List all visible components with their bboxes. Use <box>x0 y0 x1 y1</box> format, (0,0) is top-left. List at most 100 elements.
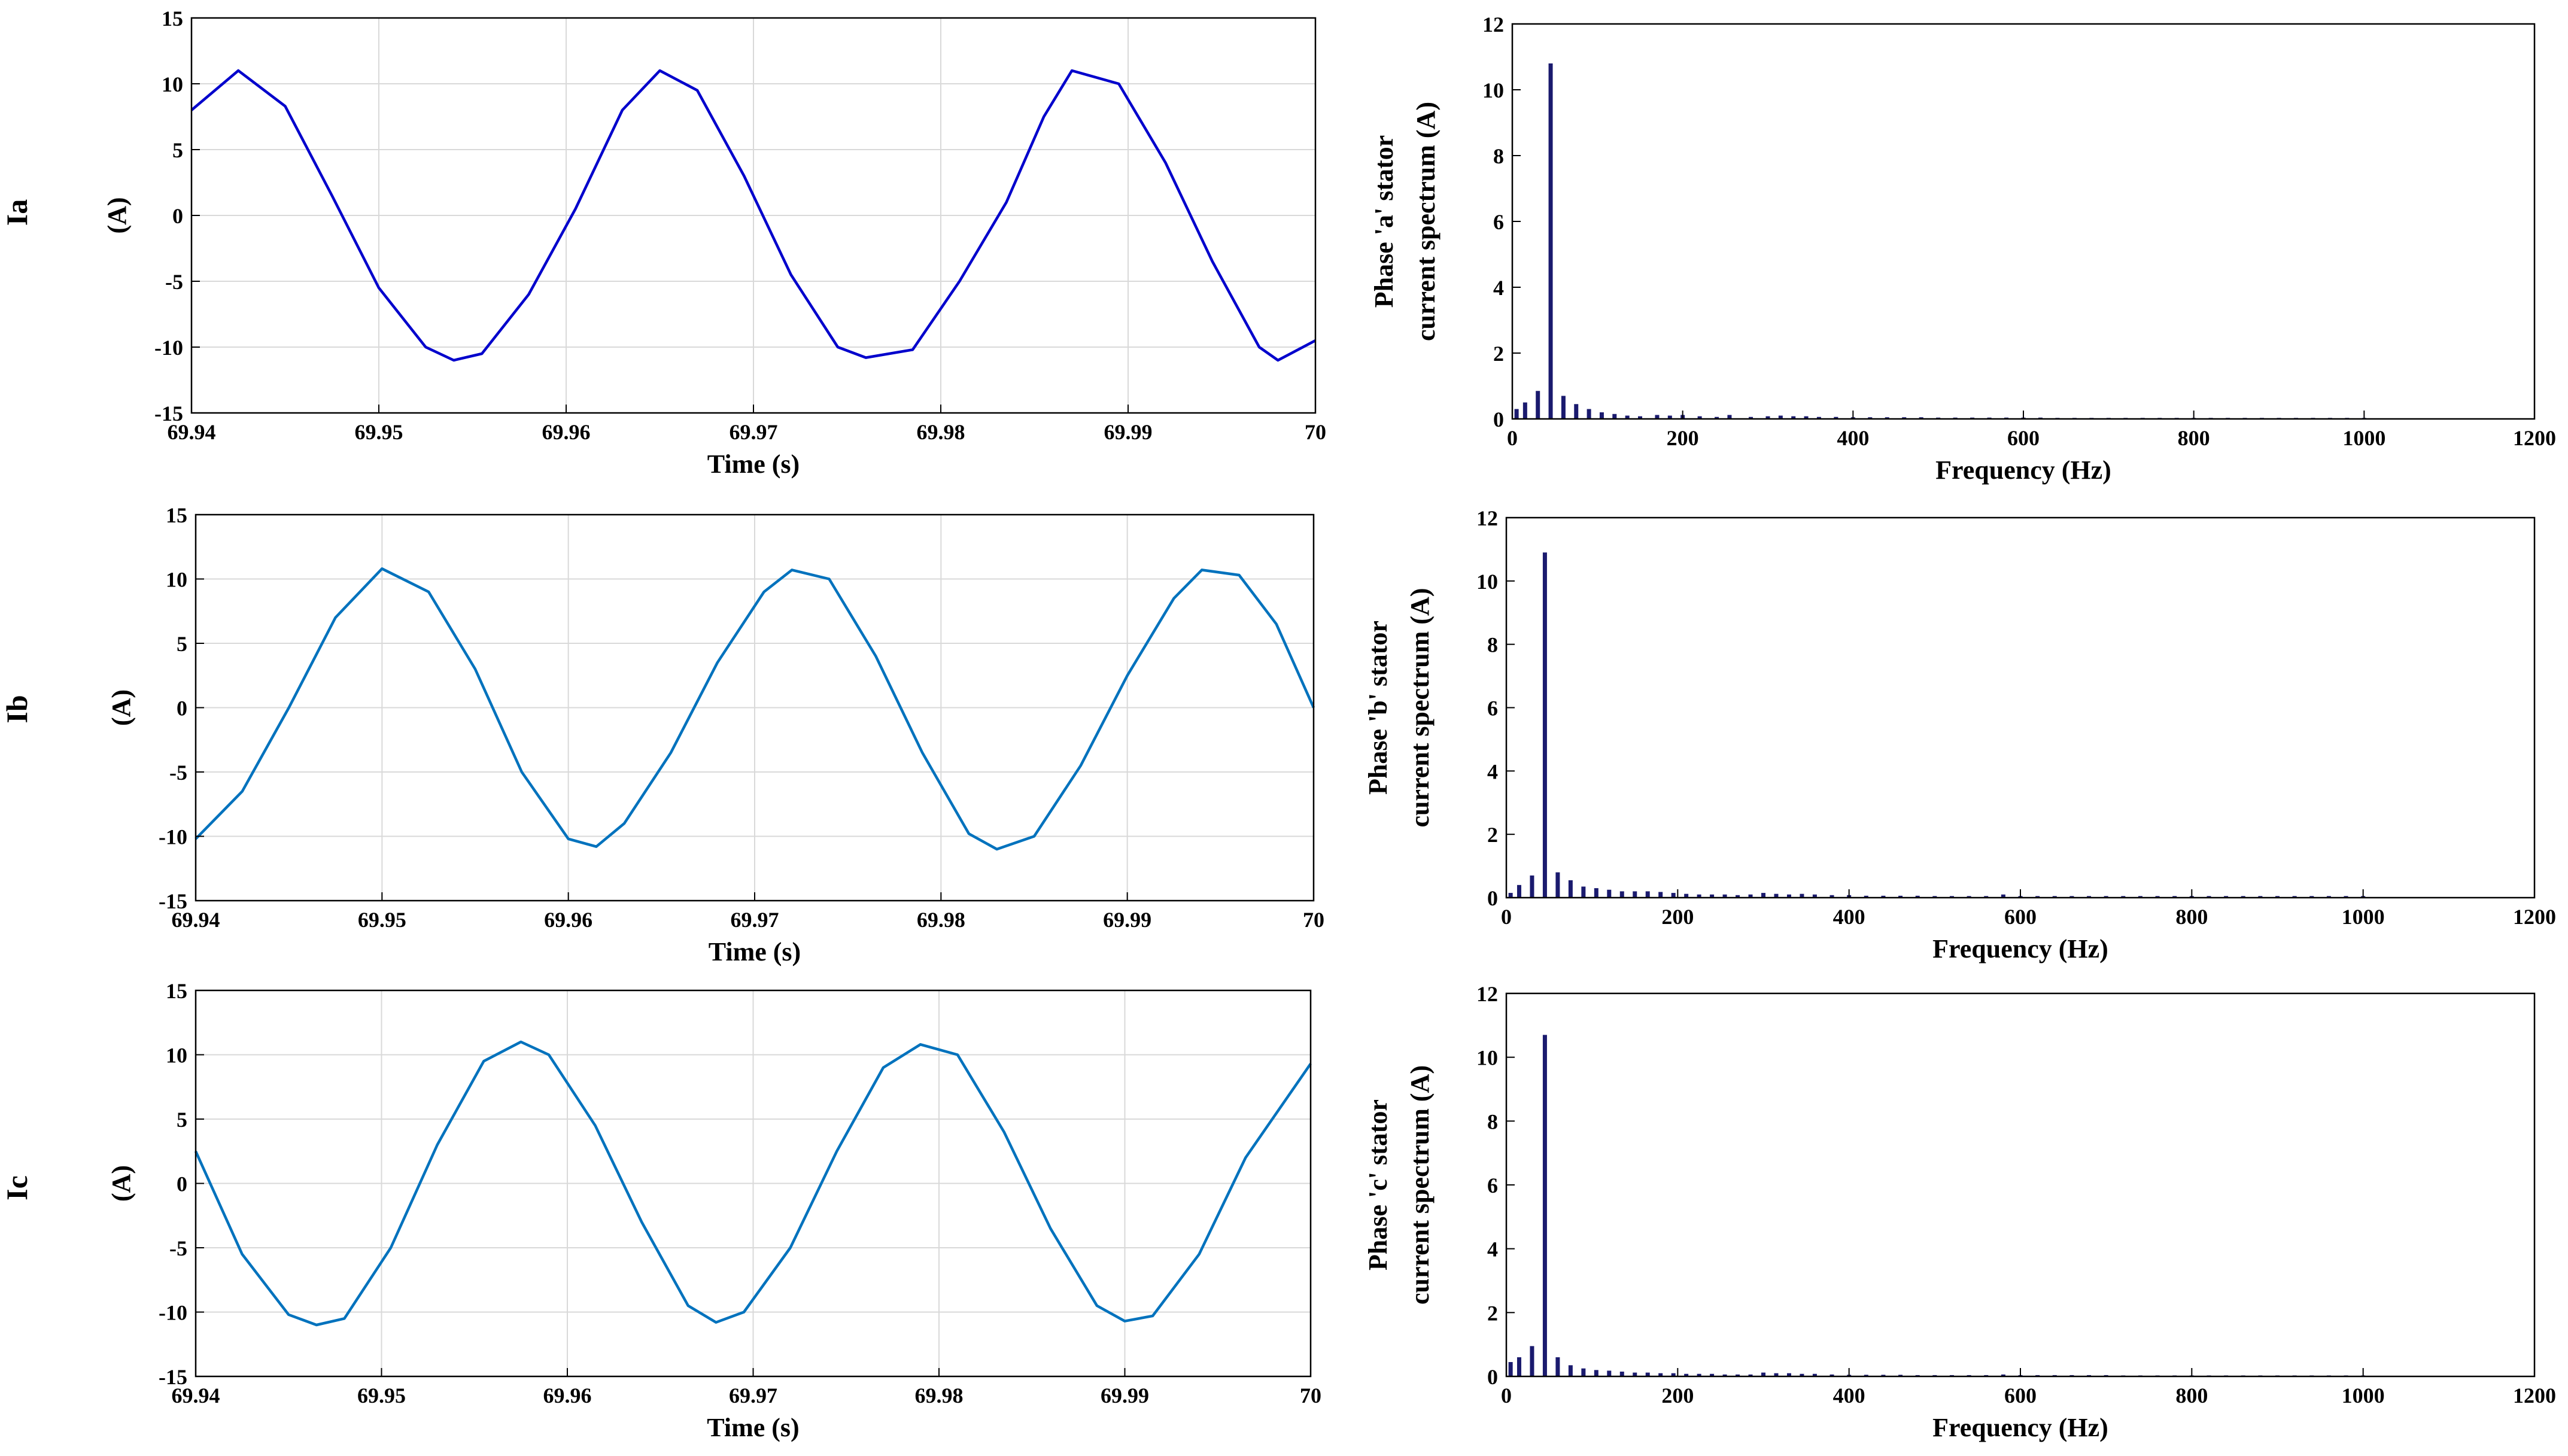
spectrum-bar <box>2001 894 2005 898</box>
spectrum-bar <box>2121 896 2126 898</box>
y-axis-label: (A) <box>107 689 136 726</box>
spectrum-bar <box>1722 894 1727 898</box>
axes-frame <box>1505 992 2536 1378</box>
x-tick-label: 600 <box>2004 1384 2037 1408</box>
y-tick-label: 2 <box>1493 342 1504 366</box>
chart-ib-time: 69.94 69.95 69.96 69.97 69.98 69.99 70 -15 -10 -5… <box>107 503 1324 966</box>
spectrum-bar <box>1581 886 1586 898</box>
spectrum-bar <box>2069 896 2074 898</box>
spectrum-bar <box>1765 416 1770 419</box>
y-tick-label: 2 <box>1487 823 1498 847</box>
x-tick-label: 800 <box>2175 905 2208 929</box>
spectrum-bar <box>1748 1374 1753 1376</box>
x-tick-label: 69.97 <box>729 1384 777 1408</box>
spectrum-bar <box>1902 417 1907 419</box>
spectrum-bar <box>1761 893 1765 898</box>
x-axis-label: Frequency (Hz) <box>1932 1413 2108 1442</box>
x-tick-label: 400 <box>1833 905 1865 929</box>
spectrum-bar <box>1645 1372 1650 1376</box>
x-tick-label: 1200 <box>2513 1384 2556 1408</box>
spectrum-bar <box>2035 896 2040 898</box>
spectrum-bar <box>1885 417 1889 419</box>
spectrum-bar <box>1736 1374 1740 1376</box>
spectrum-bar <box>2207 896 2211 898</box>
spectrum-bar <box>1829 1374 1834 1376</box>
spectrum-bar <box>1919 417 1923 419</box>
spectrum-bar <box>1599 412 1604 419</box>
x-tick-label: 0 <box>1507 426 1518 450</box>
spectrum-bar <box>1736 895 1740 898</box>
x-axis-label: Time (s) <box>707 1413 799 1442</box>
spectrum-bar <box>2326 896 2331 898</box>
y-tick-label: -15 <box>154 402 183 425</box>
spectrum-bar <box>1898 1375 1903 1376</box>
x-tick-label: 1000 <box>2342 905 2385 929</box>
spectrum-bar <box>1607 889 1612 898</box>
spectrum-bar <box>2344 896 2348 898</box>
y-tick-label: 0 <box>177 1172 187 1196</box>
axes-frame <box>1505 516 2536 899</box>
y-tick-label: 0 <box>172 204 183 228</box>
spectrum-bar <box>1671 893 1676 898</box>
y-tick-label: 12 <box>1476 982 1498 1006</box>
y-tick-label: 0 <box>1493 408 1504 431</box>
spectrum-bar <box>1517 884 1521 898</box>
spectrum-bar <box>1594 888 1598 898</box>
x-tick-label: 70 <box>1303 908 1324 932</box>
spectrum-bar <box>1581 1368 1586 1376</box>
y-tick-label: -15 <box>159 889 187 913</box>
y-tick-label: -10 <box>159 1301 187 1325</box>
x-tick-label: 70 <box>1300 1384 1321 1408</box>
spectrum-bar <box>1633 1372 1637 1376</box>
spectrum-bar <box>2224 896 2229 898</box>
spectrum-bar <box>1574 404 1579 419</box>
spectrum-bar <box>1868 417 1873 419</box>
spectrum-bar <box>1804 416 1809 419</box>
spectrum-bar <box>1697 1373 1701 1376</box>
y-tick-label: -10 <box>159 825 187 849</box>
x-axis-label: Frequency (Hz) <box>1935 455 2111 485</box>
spectrum-bar <box>1555 1357 1560 1376</box>
spectrum-bar <box>1812 894 1817 898</box>
x-axis-label: Time (s) <box>709 937 801 966</box>
y-axis-label: (A) <box>107 1165 136 1202</box>
y-axis-label: (A) <box>102 197 132 233</box>
spectrum-bar <box>2001 1374 2005 1376</box>
spectrum-bar <box>1949 896 1954 898</box>
spectrum-bar <box>1667 415 1672 419</box>
y-tick-label: 10 <box>162 72 183 96</box>
spectrum-bar <box>1612 414 1617 419</box>
spectrum-bar <box>1864 1375 1868 1376</box>
spectrum-bar <box>1778 415 1783 419</box>
spectrum-bar <box>1697 416 1702 419</box>
spectrum-bar <box>1508 893 1513 898</box>
y-axis-label: current spectrum (A) <box>1405 1065 1435 1305</box>
spectrum-bar <box>1791 416 1796 419</box>
series-line <box>190 69 1317 362</box>
spectrum-bar <box>2052 896 2057 898</box>
x-tick-label: 800 <box>2175 1384 2208 1408</box>
spectrum-bar <box>1658 892 1663 898</box>
spectrum-bar <box>1517 1357 1521 1376</box>
spectrum-bar <box>1829 895 1834 898</box>
spectrum-bar <box>1542 1035 1547 1376</box>
spectrum-bar <box>1864 895 1868 898</box>
spectrum-bar <box>1816 417 1821 419</box>
spectrum-bar <box>1800 1373 1804 1376</box>
spectrum-bar <box>1568 1365 1573 1376</box>
spectrum-bar <box>1542 552 1547 898</box>
row-label-ic: Ic <box>0 1175 34 1200</box>
spectrum-bar <box>1915 895 1920 898</box>
series-line <box>194 1040 1312 1327</box>
spectrum-bar <box>1568 880 1573 898</box>
x-tick-label: 69.99 <box>1104 420 1153 444</box>
spectrum-bar <box>1671 1373 1676 1376</box>
spectrum-bar <box>1561 396 1566 419</box>
spectrum-bar <box>1812 1373 1817 1376</box>
x-tick-label: 69.98 <box>915 1384 964 1408</box>
y-tick-label: 8 <box>1487 633 1498 657</box>
y-tick-label: 6 <box>1493 210 1504 234</box>
y-tick-label: 6 <box>1487 697 1498 721</box>
spectrum-bar <box>1881 895 1886 898</box>
y-tick-label: 0 <box>1487 1365 1498 1389</box>
